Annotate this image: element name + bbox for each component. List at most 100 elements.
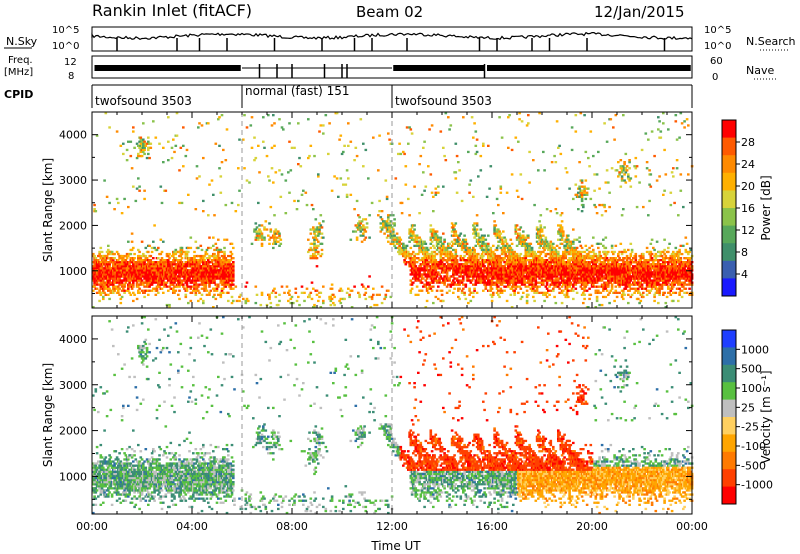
data-cell	[399, 238, 403, 241]
data-cell	[353, 285, 356, 288]
data-cell	[510, 306, 514, 309]
data-cell	[203, 259, 206, 262]
data-cell	[425, 277, 429, 280]
data-cell	[443, 263, 446, 266]
data-cell	[180, 261, 184, 264]
data-cell	[194, 285, 198, 288]
data-cell	[539, 244, 543, 247]
data-cell	[524, 252, 528, 256]
data-cell	[132, 126, 135, 129]
data-cell	[550, 283, 554, 286]
data-cell	[545, 281, 549, 284]
data-cell	[362, 234, 365, 237]
data-cell	[508, 114, 511, 117]
data-cell	[222, 291, 225, 294]
data-cell	[364, 230, 368, 233]
data-cell	[449, 285, 453, 288]
data-cell	[108, 265, 111, 268]
data-cell	[132, 291, 135, 294]
data-cell	[215, 259, 219, 262]
data-cell	[138, 254, 141, 258]
data-cell	[128, 283, 131, 286]
data-cell	[280, 173, 284, 176]
data-cell	[270, 124, 274, 127]
data-cell	[222, 259, 225, 262]
data-cell	[137, 152, 140, 156]
data-cell	[549, 279, 553, 282]
data-cell	[358, 220, 361, 223]
data-cell	[435, 289, 439, 292]
data-cell	[213, 279, 216, 282]
data-cell	[277, 303, 280, 307]
data-cell	[473, 275, 476, 278]
data-cell	[588, 275, 591, 278]
data-cell	[168, 306, 171, 309]
data-cell	[557, 224, 560, 227]
data-cell	[332, 293, 335, 296]
data-cell	[528, 275, 531, 278]
data-cell	[368, 236, 371, 239]
data-cell	[403, 252, 406, 256]
data-cell	[425, 259, 429, 262]
data-cell	[329, 299, 333, 303]
data-cell	[507, 116, 510, 119]
data-cell	[384, 226, 388, 229]
data-cell	[467, 250, 470, 254]
data-cell	[207, 259, 210, 262]
data-cell	[123, 273, 126, 276]
data-cell	[205, 257, 209, 260]
data-cell	[565, 281, 569, 284]
data-cell	[413, 259, 416, 262]
data-cell	[434, 236, 438, 239]
data-cell	[504, 252, 508, 256]
data-cell	[560, 285, 564, 288]
data-cell	[430, 232, 434, 235]
data-cell	[534, 252, 538, 256]
data-cell	[565, 275, 569, 278]
data-cell	[579, 112, 583, 115]
data-cell	[574, 130, 578, 133]
data-cell	[437, 185, 440, 188]
data-cell	[519, 173, 523, 176]
data-cell	[109, 259, 113, 262]
data-cell	[259, 230, 263, 233]
data-cell	[94, 210, 98, 213]
data-cell	[339, 297, 343, 301]
data-cell	[139, 259, 143, 262]
data-cell	[417, 257, 420, 260]
data-cell	[329, 295, 333, 299]
data-cell	[380, 301, 384, 305]
data-cell	[414, 267, 418, 270]
data-cell	[365, 226, 369, 229]
data-cell	[98, 289, 101, 292]
data-cell	[517, 291, 520, 294]
data-cell	[465, 242, 469, 245]
data-cell	[93, 285, 96, 288]
data-cell	[105, 283, 109, 286]
data-cell	[147, 136, 150, 139]
data-cell	[232, 287, 235, 290]
data-cell	[554, 301, 558, 305]
data-cell	[570, 275, 574, 278]
data-cell	[474, 130, 478, 133]
data-cell	[472, 232, 475, 235]
data-cell	[498, 116, 501, 119]
data-cell	[260, 238, 264, 241]
data-cell	[157, 257, 160, 260]
data-cell	[300, 285, 304, 288]
data-cell	[148, 244, 151, 247]
data-cell	[430, 124, 434, 127]
data-cell	[105, 254, 109, 258]
data-cell	[464, 261, 468, 264]
data-cell	[557, 250, 560, 254]
data-cell	[480, 252, 484, 256]
data-cell	[482, 275, 485, 278]
data-cell	[312, 208, 315, 211]
data-cell	[195, 165, 199, 168]
data-cell	[154, 281, 158, 284]
data-cell	[430, 275, 434, 278]
data-cell	[418, 273, 421, 276]
data-cell	[157, 281, 160, 284]
data-cell	[163, 269, 166, 272]
data-cell	[497, 289, 500, 292]
